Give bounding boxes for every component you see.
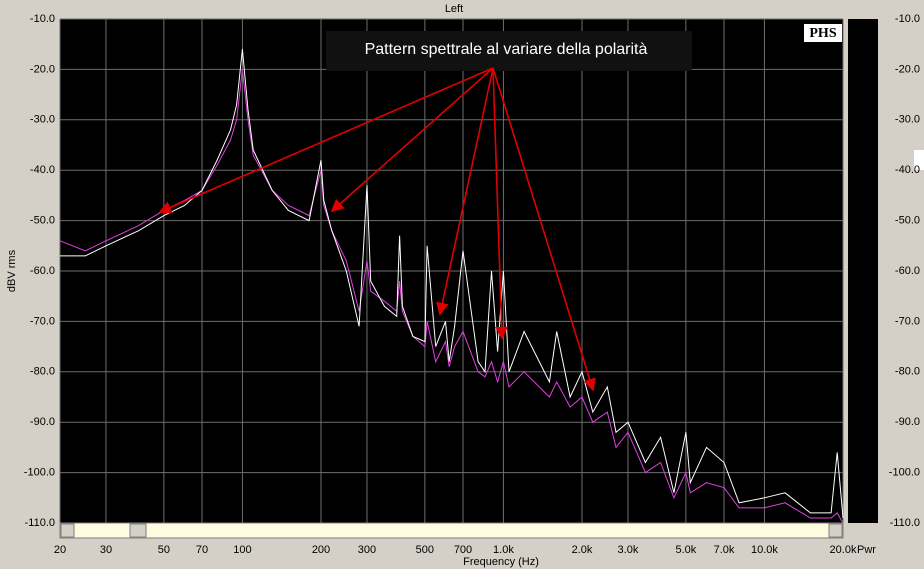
x-tick-label: 3.0k <box>618 544 639 556</box>
y-tick-label: -80.0 <box>30 366 55 378</box>
y2-tick-label: -90.0 <box>895 416 920 428</box>
y2-tick-label: -60.0 <box>895 265 920 277</box>
logo: PHS <box>809 26 836 41</box>
x-tick-label: 2.0k <box>572 544 593 556</box>
y-tick-label: -40.0 <box>30 164 55 176</box>
annotation-arrows <box>158 67 596 392</box>
y2-tick-label: -80.0 <box>895 366 920 378</box>
x-tick-label: 100 <box>233 544 251 556</box>
x-tick-label: 200 <box>312 544 330 556</box>
scroll-handle[interactable] <box>914 150 924 170</box>
x-tick-label: 30 <box>100 544 112 556</box>
scroll-right[interactable] <box>828 523 843 538</box>
grid <box>59 18 844 524</box>
spectrum-line <box>60 49 844 519</box>
x-tick-label: 70 <box>196 544 208 556</box>
logo-box <box>804 24 842 42</box>
scrollbar[interactable] <box>59 522 844 539</box>
y2-tick-label: -40.0 <box>895 164 920 176</box>
x-tick-label: 10.0k <box>751 544 778 556</box>
meter-label: Pwr <box>857 544 876 556</box>
x-tick-label: 20.0k <box>830 544 857 556</box>
y-tick-label: -10.0 <box>30 13 55 25</box>
scroll-left[interactable] <box>60 523 75 538</box>
y2-tick-label: -10.0 <box>895 13 920 25</box>
y2-tick-label: -50.0 <box>895 215 920 227</box>
x-tick-label: 50 <box>158 544 170 556</box>
y-tick-label: -110.0 <box>25 517 55 529</box>
annotation: Pattern spettrale al variare della polar… <box>365 41 648 58</box>
y2-tick-label: -70.0 <box>895 315 920 327</box>
x-tick-label: 700 <box>454 544 472 556</box>
annotation-box <box>326 31 692 71</box>
x-tick-label: 5.0k <box>675 544 696 556</box>
y-tick-label: -30.0 <box>30 114 55 126</box>
x-tick-label: 500 <box>416 544 434 556</box>
y2-tick-label: -30.0 <box>895 114 920 126</box>
scroll-thumb[interactable] <box>129 523 147 538</box>
spectrum-line <box>59 69 844 524</box>
x-tick-label: 20 <box>54 544 66 556</box>
y-tick-label: -70.0 <box>30 315 55 327</box>
y-tick-label: -60.0 <box>30 265 55 277</box>
y2-tick-label: -100.0 <box>889 467 920 479</box>
x-axis-label: Frequency (Hz) <box>463 556 539 568</box>
traces <box>59 49 844 524</box>
y-tick-label: -20.0 <box>30 63 55 75</box>
power-meter <box>848 19 878 523</box>
chart-title: Left <box>445 3 463 15</box>
y-tick-label: -50.0 <box>30 215 55 227</box>
y-tick-label: -90.0 <box>30 416 55 428</box>
y2-tick-label: -20.0 <box>895 63 920 75</box>
x-tick-label: 1.0k <box>493 544 514 556</box>
y-axis-label: dBV rms <box>6 249 18 292</box>
y-tick-label: -100.0 <box>24 467 55 479</box>
x-tick-label: 7.0k <box>714 544 735 556</box>
x-tick-label: 300 <box>358 544 376 556</box>
y2-tick-label: -110.0 <box>890 517 920 529</box>
